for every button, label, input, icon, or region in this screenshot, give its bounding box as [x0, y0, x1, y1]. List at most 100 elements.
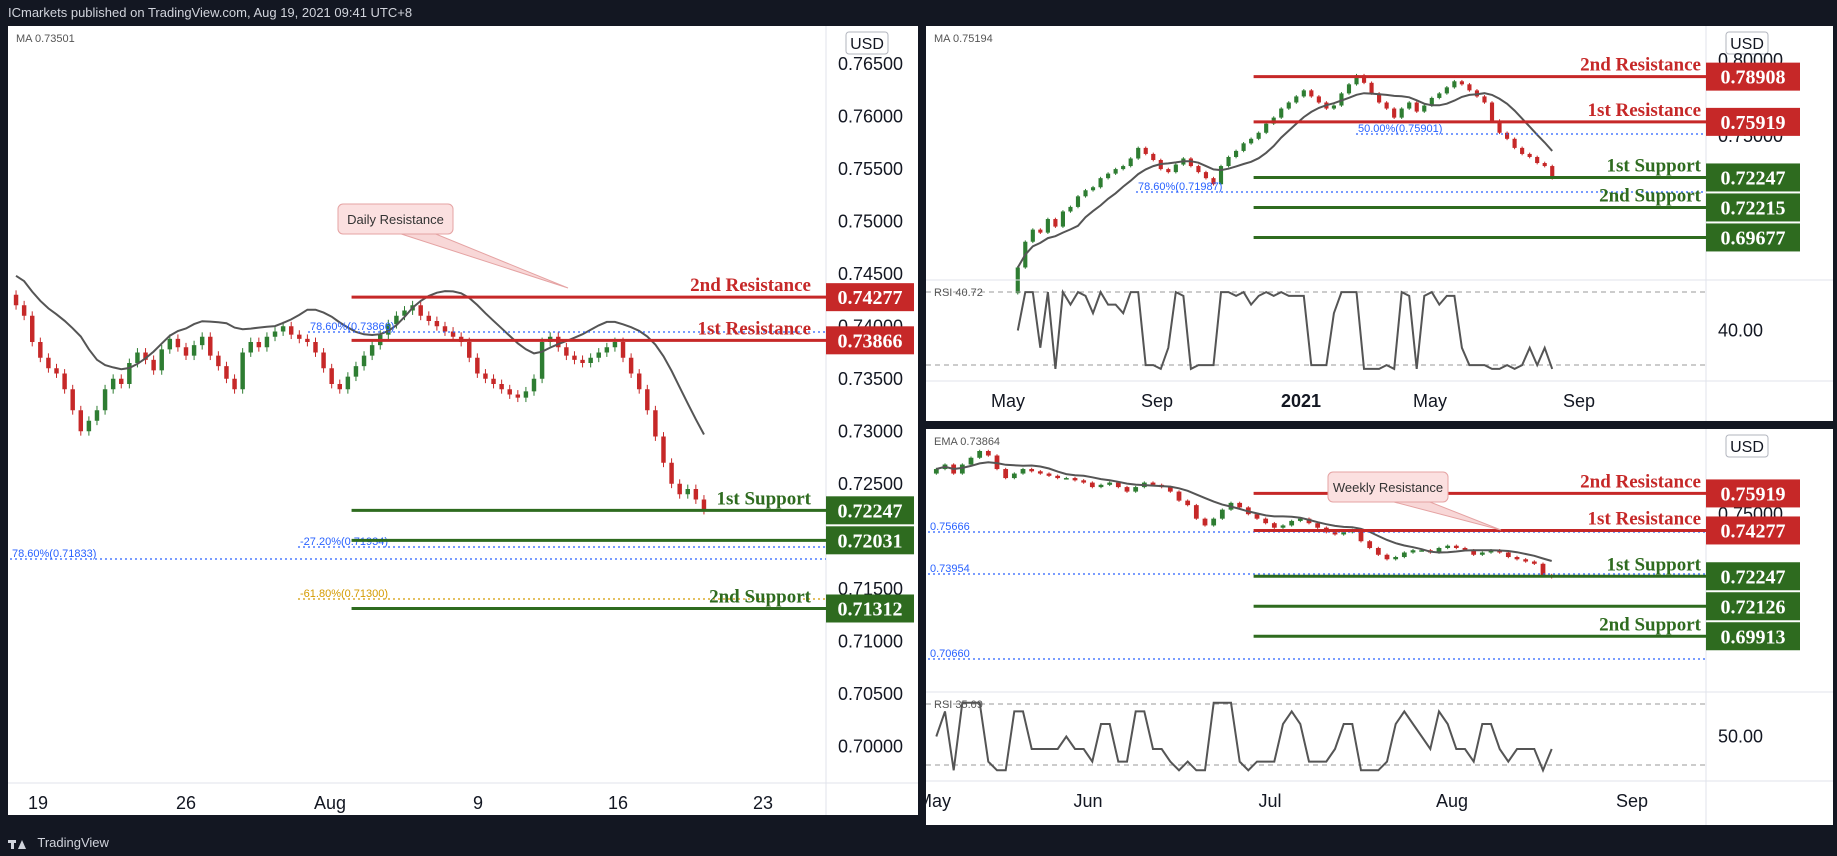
- level-price-text: 0.74277: [838, 287, 903, 309]
- candle-body: [1133, 487, 1139, 492]
- publish-info: ICmarkets published on TradingView.com, …: [8, 5, 413, 20]
- fib-level-label: 78.60%(0.71833): [12, 548, 96, 560]
- candle-body: [572, 355, 577, 360]
- candle-body: [1136, 147, 1141, 159]
- callout-box: [1327, 471, 1449, 503]
- rsi-line: [935, 701, 1553, 773]
- candle-body: [1410, 550, 1416, 553]
- candle-body: [661, 436, 666, 463]
- level-price-tag: [1706, 223, 1800, 252]
- candle-body: [1211, 518, 1217, 526]
- candle-body: [345, 376, 351, 390]
- candle-body: [556, 336, 561, 348]
- level-price-text: 0.72031: [838, 530, 903, 552]
- candle-body: [70, 389, 75, 411]
- y-tick-label: 0.76000: [838, 106, 903, 126]
- candle-body: [1106, 173, 1111, 179]
- moving-average-line: [936, 461, 1552, 562]
- candle-body: [102, 389, 108, 411]
- candle-body: [475, 357, 480, 374]
- candle-body: [636, 373, 642, 390]
- candle-body: [1453, 545, 1459, 548]
- candle-body: [135, 352, 140, 363]
- candle-body: [30, 315, 35, 342]
- callout-pointer: [401, 233, 569, 289]
- candle-body: [1367, 541, 1373, 548]
- candle-body: [1452, 81, 1457, 88]
- candle-body: [1263, 518, 1269, 524]
- candle-body: [232, 378, 237, 390]
- candle-body: [1444, 87, 1449, 94]
- candle-body: [933, 469, 939, 474]
- h4-chart[interactable]: EMA 0.73864USD0.75000MayJunJulAugSep0.75…: [926, 429, 1833, 825]
- candle-body: [1241, 143, 1246, 151]
- candle-body: [491, 378, 496, 384]
- x-tick-label: May: [926, 791, 951, 811]
- candle-body: [1254, 514, 1260, 519]
- y-tick-label: 0.72500: [838, 474, 903, 494]
- weekly-chart-panel[interactable]: MA 0.75194USD0.800000.75000MaySep2021May…: [926, 26, 1833, 421]
- rsi-label: RSI 35.09: [934, 699, 983, 711]
- candle-body: [240, 352, 245, 390]
- candle-body: [1218, 166, 1224, 185]
- level-price-tag: [1706, 622, 1800, 651]
- fib-level-label: 0.75666: [930, 521, 970, 533]
- level-price-tag: [826, 526, 914, 555]
- candle-body: [1089, 482, 1095, 488]
- candle-body: [1315, 523, 1321, 528]
- candle-body: [1271, 523, 1277, 528]
- daily-chart-panel[interactable]: MA 0.73501 USD 0.76500 0.76000 0.75500 0.7500…: [8, 26, 918, 815]
- candle-body: [1346, 84, 1352, 94]
- candle-body: [1128, 158, 1133, 167]
- candle-body: [1354, 75, 1359, 85]
- candle-body: [1542, 163, 1547, 167]
- fib-level-label: 78.60%(0.73866): [310, 321, 394, 333]
- candle-body: [1167, 487, 1173, 492]
- candle-body: [1211, 178, 1216, 185]
- candle-body: [1075, 196, 1081, 207]
- level-label: 1st Resistance: [1588, 508, 1701, 529]
- candle-body: [1055, 475, 1061, 479]
- h4-chart-panel[interactable]: EMA 0.73864USD0.75000MayJunJulAugSep0.75…: [926, 429, 1833, 825]
- level-price-text: 0.72247: [838, 500, 903, 522]
- weekly-chart[interactable]: MA 0.75194USD0.800000.75000MaySep2021May…: [926, 26, 1833, 421]
- candle-body: [1038, 229, 1043, 233]
- candle-body: [321, 352, 326, 369]
- level-label: 2nd Support: [709, 586, 812, 607]
- candle-body: [1497, 120, 1502, 133]
- candle-body: [539, 342, 545, 379]
- x-tick-label: Jul: [1258, 791, 1281, 811]
- candle-body: [1384, 102, 1389, 109]
- candle-body: [119, 378, 124, 384]
- candle-body: [1173, 164, 1178, 173]
- level-label: 2nd Support: [1599, 185, 1702, 206]
- candle-body: [329, 368, 334, 384]
- candle-body: [628, 357, 634, 374]
- candle-body: [612, 342, 618, 348]
- candle-body: [499, 384, 504, 390]
- candle-body: [1151, 153, 1156, 160]
- level-price-text: 0.78908: [1721, 67, 1786, 89]
- candle-body: [1060, 211, 1066, 227]
- moving-average-line: [15, 274, 705, 435]
- candle-body: [507, 389, 512, 395]
- y-tick-label: 0.73500: [838, 369, 903, 389]
- candle-body: [183, 347, 189, 356]
- rsi-label: RSI 40.72: [934, 287, 983, 299]
- candle-body: [1309, 90, 1314, 97]
- candle-body: [1462, 547, 1468, 551]
- candle-body: [1527, 153, 1532, 157]
- y-tick-label: 0.74500: [838, 264, 903, 284]
- candle-body: [1143, 147, 1148, 154]
- x-tick-label: 26: [176, 793, 196, 813]
- candle-body: [442, 326, 448, 332]
- candle-body: [1436, 547, 1442, 553]
- level-price-text: 0.74277: [1721, 520, 1786, 542]
- candle-body: [1520, 147, 1525, 154]
- candle-body: [1429, 97, 1434, 106]
- x-tick-label: 16: [608, 793, 628, 813]
- candle-body: [1226, 156, 1231, 167]
- candle-body: [280, 326, 286, 332]
- fib-level-label: 0.73954: [930, 563, 970, 575]
